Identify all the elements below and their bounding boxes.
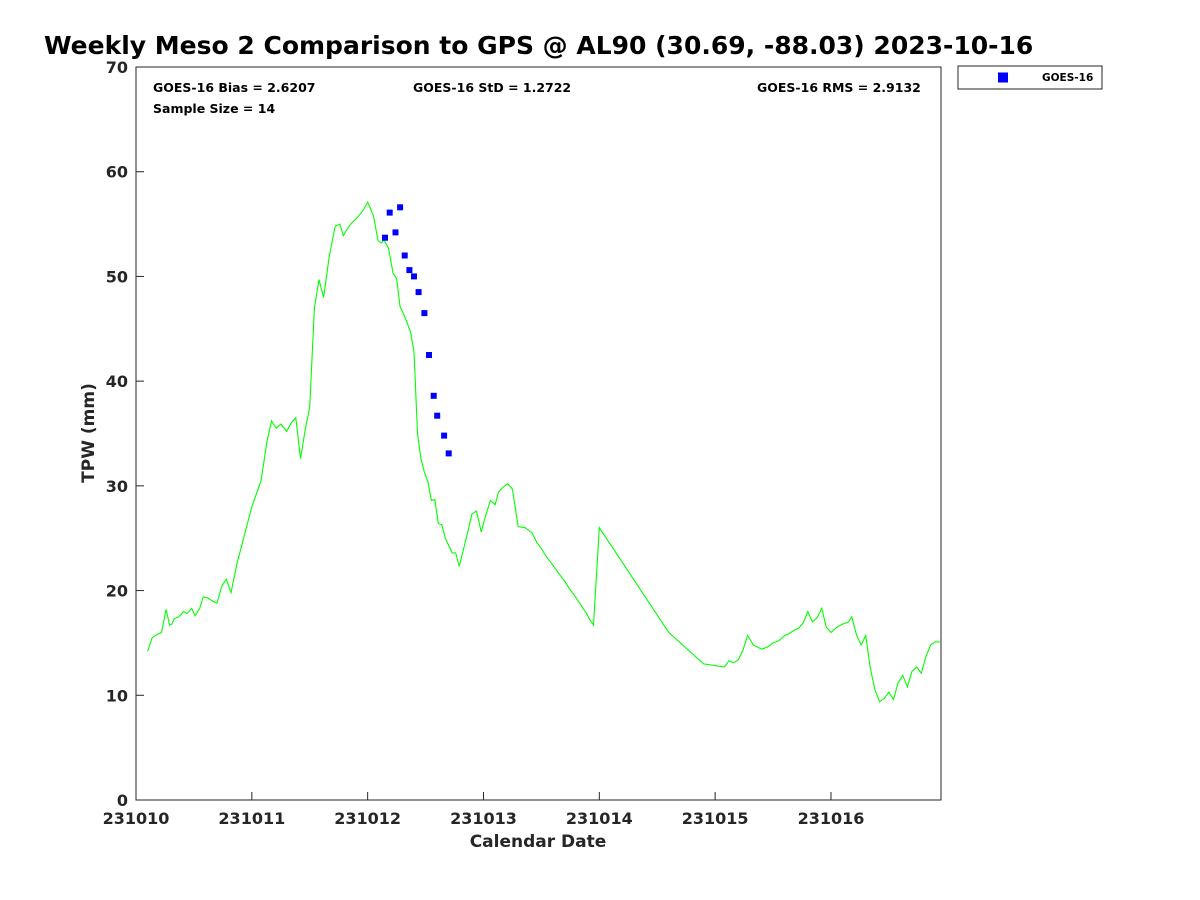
x-axis-ticks: 231010 231011 231012 231013 231014 231015 2310… [103,792,865,828]
chart-title: Weekly Meso 2 Comparison to GPS @ AL90 (… [44,31,1033,60]
x-tick-label: 231016 [798,809,865,828]
goes16-point [430,392,437,399]
x-tick-label: 231011 [218,809,285,828]
legend-label-goes16: GOES-16 [1042,72,1093,84]
y-axis-ticks: 0 10 20 30 40 50 60 70 [106,58,144,810]
rms-stat: GOES-16 RMS = 2.9132 [757,80,921,95]
y-tick-label: 70 [106,58,128,77]
y-tick-label: 60 [106,163,128,182]
goes16-point [411,273,417,280]
goes16-point [392,229,399,236]
y-tick-label: 20 [106,582,128,601]
x-tick-label: 231015 [682,809,749,828]
legend-marker-goes16 [998,72,1008,83]
gps-tpw-line [147,200,940,703]
goes16-point [382,234,388,241]
y-tick-label: 40 [106,372,128,391]
sample-size-stat: Sample Size = 14 [153,101,275,116]
plot-area [147,200,940,703]
x-tick-label: 231010 [103,809,170,828]
y-tick-label: 50 [106,267,128,286]
goes16-point [445,450,452,457]
axes [135,66,942,801]
y-tick-label: 10 [106,686,128,705]
x-tick-label: 231014 [566,809,633,828]
goes16-point [415,289,422,296]
goes16-point [386,209,393,216]
legend: GOES-16 [957,65,1103,90]
goes16-point [397,204,404,211]
x-axis-label: Calendar Date [470,832,607,852]
y-axis-label: TPW (mm) [79,383,99,483]
y-tick-label: 30 [106,477,128,496]
goes16-point [401,252,408,259]
x-tick-label: 231012 [334,809,401,828]
legend-box [957,65,1103,90]
goes16-point [406,267,413,274]
goes16-point [426,352,432,358]
x-tick-label: 231013 [450,809,517,828]
y-tick-label: 0 [117,791,128,810]
bias-stat: GOES-16 Bias = 2.6207 [153,80,315,95]
std-stat: GOES-16 StD = 1.2722 [413,80,571,95]
goes16-point [434,412,441,419]
goes16-point [421,310,428,317]
goes16-point [441,432,448,439]
